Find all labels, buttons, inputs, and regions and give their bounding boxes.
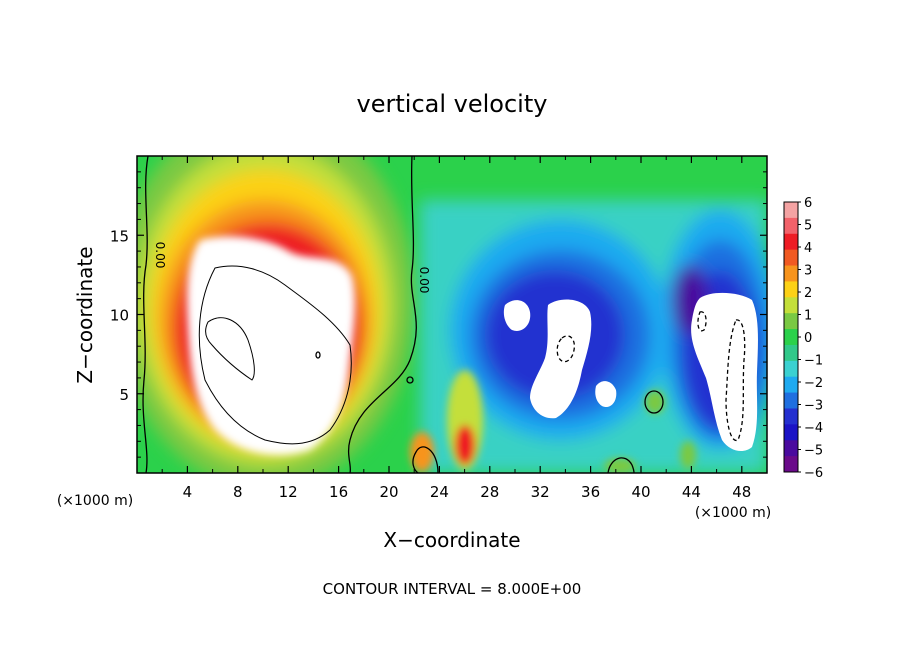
colorbar-swatch <box>784 408 798 425</box>
colorbar-tick-label: 4 <box>804 241 812 256</box>
colorbar-tick-label: 3 <box>804 264 812 279</box>
colorbar-swatch <box>784 297 798 314</box>
colorbar-swatch <box>784 344 798 362</box>
x-unit-label-right: (×1000 m) <box>695 505 771 521</box>
colorbar-swatch <box>784 440 798 457</box>
colorbar-tick-label: 0 <box>804 331 812 346</box>
downdraft-core-right <box>691 292 758 452</box>
y-tick-label: 15 <box>110 227 129 245</box>
colorbar-tick-label: 2 <box>804 286 812 301</box>
colorbar-tick-label: −1 <box>804 354 823 369</box>
downdraft-core-center <box>503 299 592 419</box>
colorbar-swatch <box>784 217 798 235</box>
colorbar-tick-label: −5 <box>804 444 823 459</box>
plot-area <box>137 156 767 473</box>
colorbar-swatch <box>784 202 798 219</box>
colorbar-swatch <box>784 376 798 394</box>
small-updrafts <box>410 370 696 473</box>
contour-interval-note: CONTOUR INTERVAL = 8.000E+00 <box>323 580 582 598</box>
colorbar-swatch <box>784 392 798 409</box>
contour-label: 0.00 <box>417 267 431 294</box>
x-tick-label: 32 <box>531 483 550 501</box>
colorbar-swatch <box>784 249 798 267</box>
colorbar-tick-label: −6 <box>804 466 823 481</box>
colorbar-tick-label: −4 <box>804 421 823 436</box>
x-tick-label: 24 <box>430 483 449 501</box>
y-tick-label: 5 <box>119 386 129 404</box>
colorbar-swatch <box>784 329 798 346</box>
colorbar-swatch <box>784 265 798 282</box>
colorbar-tick-label: −3 <box>804 399 823 414</box>
colorbar-swatch <box>784 233 798 251</box>
colorbar-swatch <box>784 360 798 378</box>
colorbar-swatch <box>784 313 798 330</box>
x-axis-title: X−coordinate <box>383 528 520 552</box>
colorbar-swatch <box>784 424 798 441</box>
updraft-core <box>187 236 356 456</box>
x-axis: 4 8 12 16 20 24 28 32 36 40 44 48 <box>161 156 751 501</box>
x-tick-label: 16 <box>329 483 348 501</box>
y-axis-title: Z−coordinate <box>73 246 97 383</box>
colorbar-tick-label: 1 <box>804 309 812 324</box>
colorbar-swatch <box>784 456 798 473</box>
contour-lines <box>142 156 746 473</box>
chart-title: vertical velocity <box>357 90 548 118</box>
x-tick-label: 12 <box>279 483 298 501</box>
x-tick-label: 28 <box>480 483 499 501</box>
x-unit-label-left: (×1000 m) <box>57 493 133 509</box>
x-tick-label: 20 <box>379 483 398 501</box>
y-axis: 5 10 15 <box>110 171 767 458</box>
x-tick-label: 4 <box>183 483 193 501</box>
x-tick-label: 8 <box>233 483 243 501</box>
x-tick-label: 44 <box>682 483 701 501</box>
x-tick-label: 40 <box>631 483 650 501</box>
colorbar: 6 5 4 3 2 1 0 −1 −2 −3 −4 −5 −6 <box>783 196 823 481</box>
x-tick-label: 48 <box>732 483 751 501</box>
colorbar-tick-label: 5 <box>804 219 812 234</box>
x-tick-label: 36 <box>581 483 600 501</box>
colorbar-tick-label: 6 <box>804 196 812 211</box>
colorbar-swatch <box>784 281 798 298</box>
y-tick-label: 10 <box>110 307 129 325</box>
contour-label: 0.00 <box>153 242 167 269</box>
colorbar-tick-label: −2 <box>804 376 823 391</box>
